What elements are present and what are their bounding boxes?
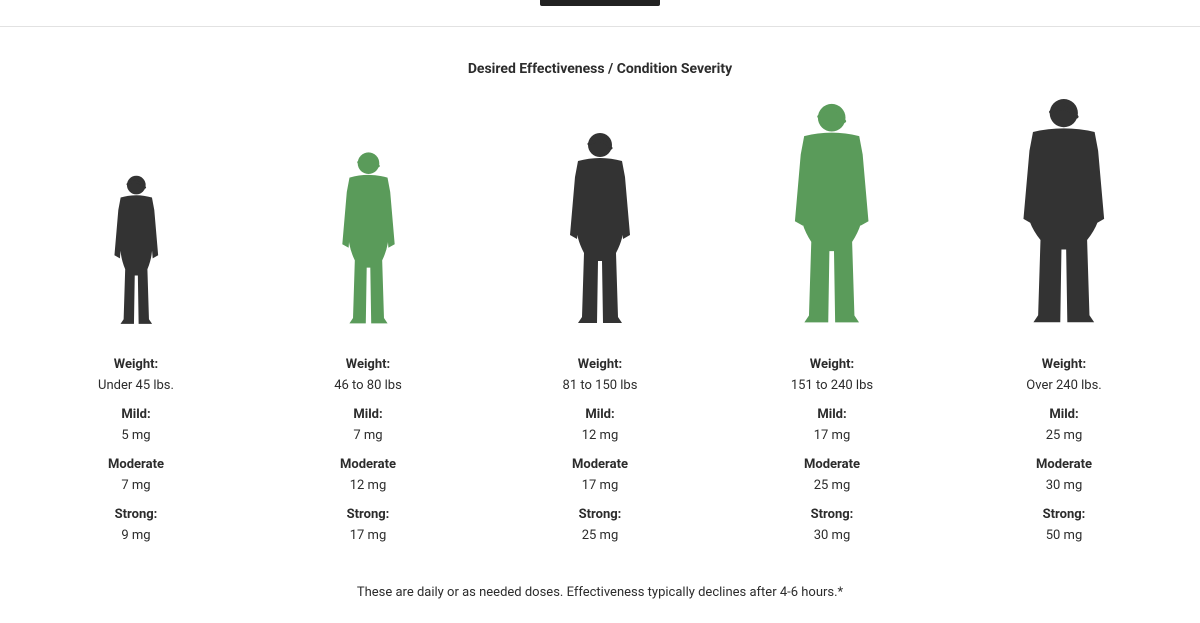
moderate-label: Moderate	[258, 457, 478, 472]
mild-value: 25 mg	[954, 428, 1174, 443]
weight-value: 46 to 80 lbs	[258, 378, 478, 393]
weight-label: Weight:	[490, 357, 710, 372]
figure-wrap	[722, 87, 942, 327]
moderate-value: 17 mg	[490, 478, 710, 493]
strong-label: Strong:	[954, 507, 1174, 522]
active-tab-indicator	[540, 0, 660, 6]
moderate-label: Moderate	[954, 457, 1174, 472]
mild-label: Mild:	[954, 407, 1174, 422]
mild-value: 5 mg	[26, 428, 246, 443]
figure-wrap	[258, 87, 478, 327]
body-silhouette-icon	[109, 157, 164, 327]
strong-value: 30 mg	[722, 528, 942, 543]
figure-wrap	[490, 87, 710, 327]
mild-value: 12 mg	[490, 428, 710, 443]
mild-label: Mild:	[258, 407, 478, 422]
strong-label: Strong:	[490, 507, 710, 522]
moderate-value: 7 mg	[26, 478, 246, 493]
moderate-value: 12 mg	[258, 478, 478, 493]
weight-value: Over 240 lbs.	[954, 378, 1174, 393]
strong-value: 25 mg	[490, 528, 710, 543]
mild-label: Mild:	[490, 407, 710, 422]
moderate-label: Moderate	[26, 457, 246, 472]
page-title: Desired Effectiveness / Condition Severi…	[0, 61, 1200, 77]
weight-column: Weight: 81 to 150 lbs Mild: 12 mg Modera…	[484, 87, 716, 557]
moderate-value: 25 mg	[722, 478, 942, 493]
weight-value: 81 to 150 lbs	[490, 378, 710, 393]
weight-column: Weight: Over 240 lbs. Mild: 25 mg Modera…	[948, 87, 1180, 557]
weight-label: Weight:	[722, 357, 942, 372]
strong-value: 9 mg	[26, 528, 246, 543]
body-silhouette-icon	[337, 117, 400, 327]
weight-column: Weight: 151 to 240 lbs Mild: 17 mg Moder…	[716, 87, 948, 557]
strong-label: Strong:	[722, 507, 942, 522]
figure-wrap	[26, 87, 246, 327]
strong-label: Strong:	[258, 507, 478, 522]
body-silhouette-icon	[565, 97, 635, 327]
moderate-label: Moderate	[490, 457, 710, 472]
weight-label: Weight:	[258, 357, 478, 372]
mild-value: 7 mg	[258, 428, 478, 443]
weight-label: Weight:	[26, 357, 246, 372]
weight-value: 151 to 240 lbs	[722, 378, 942, 393]
moderate-value: 30 mg	[954, 478, 1174, 493]
weight-label: Weight:	[954, 357, 1174, 372]
body-silhouette-icon	[789, 97, 874, 327]
body-silhouette-icon	[1012, 92, 1116, 327]
weight-value: Under 45 lbs.	[26, 378, 246, 393]
weight-column: Weight: 46 to 80 lbs Mild: 7 mg Moderate…	[252, 87, 484, 557]
moderate-label: Moderate	[722, 457, 942, 472]
strong-value: 50 mg	[954, 528, 1174, 543]
weight-column: Weight: Under 45 lbs. Mild: 5 mg Moderat…	[20, 87, 252, 557]
mild-value: 17 mg	[722, 428, 942, 443]
mild-label: Mild:	[722, 407, 942, 422]
strong-label: Strong:	[26, 507, 246, 522]
figure-wrap	[954, 87, 1174, 327]
divider	[0, 26, 1200, 27]
dosage-row: Weight: Under 45 lbs. Mild: 5 mg Moderat…	[0, 87, 1200, 557]
mild-label: Mild:	[26, 407, 246, 422]
strong-value: 17 mg	[258, 528, 478, 543]
footnote: These are daily or as needed doses. Effe…	[0, 585, 1200, 600]
